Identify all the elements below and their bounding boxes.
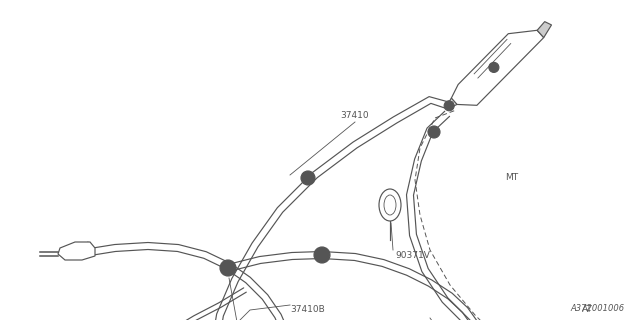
Circle shape bbox=[489, 62, 499, 72]
Polygon shape bbox=[537, 22, 552, 37]
Text: 37410B: 37410B bbox=[290, 306, 324, 315]
Text: MT: MT bbox=[505, 173, 518, 182]
Polygon shape bbox=[451, 30, 544, 105]
Circle shape bbox=[444, 101, 454, 111]
Circle shape bbox=[314, 247, 330, 263]
Ellipse shape bbox=[379, 189, 401, 221]
Circle shape bbox=[428, 126, 440, 138]
Text: A372001006: A372001006 bbox=[571, 304, 625, 313]
Ellipse shape bbox=[384, 195, 396, 215]
Polygon shape bbox=[446, 98, 457, 109]
Circle shape bbox=[220, 260, 236, 276]
Circle shape bbox=[301, 171, 315, 185]
Text: 37410: 37410 bbox=[340, 111, 369, 120]
Polygon shape bbox=[58, 242, 95, 260]
Text: AT: AT bbox=[582, 306, 593, 315]
Text: 90371V: 90371V bbox=[395, 251, 430, 260]
